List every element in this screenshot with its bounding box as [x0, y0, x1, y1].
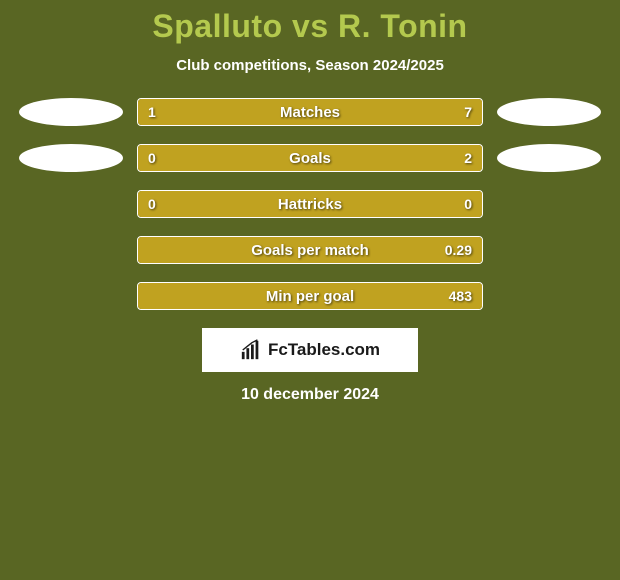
stats-area: 1Matches70Goals20Hattricks0Goals per mat… — [0, 98, 620, 310]
stat-bar: Goals per match0.29 — [137, 236, 483, 264]
stat-bar: 1Matches7 — [137, 98, 483, 126]
subtitle: Club competitions, Season 2024/2025 — [0, 57, 620, 74]
stat-bar: 0Goals2 — [137, 144, 483, 172]
spacer — [19, 190, 123, 218]
stat-row: Goals per match0.29 — [0, 236, 620, 264]
chart-container: Spalluto vs R. Tonin Club competitions, … — [0, 0, 620, 404]
stat-value-right: 0.29 — [445, 237, 472, 263]
stat-row: 1Matches7 — [0, 98, 620, 126]
stat-bar: 0Hattricks0 — [137, 190, 483, 218]
spacer — [497, 190, 601, 218]
stat-bar: Min per goal483 — [137, 282, 483, 310]
player-marker-right — [497, 144, 601, 172]
spacer — [19, 236, 123, 264]
spacer — [19, 282, 123, 310]
stat-label: Matches — [138, 99, 482, 125]
stat-row: Min per goal483 — [0, 282, 620, 310]
player-marker-left — [19, 98, 123, 126]
player-marker-left — [19, 144, 123, 172]
date-text: 10 december 2024 — [0, 386, 620, 404]
stat-row: 0Hattricks0 — [0, 190, 620, 218]
spacer — [497, 282, 601, 310]
stat-label: Min per goal — [138, 283, 482, 309]
stat-value-right: 7 — [464, 99, 472, 125]
page-title: Spalluto vs R. Tonin — [0, 8, 620, 45]
stat-value-right: 0 — [464, 191, 472, 217]
spacer — [497, 236, 601, 264]
player-marker-right — [497, 98, 601, 126]
logo-text: FcTables.com — [268, 340, 380, 360]
stat-value-right: 483 — [449, 283, 472, 309]
stat-label: Goals — [138, 145, 482, 171]
stat-label: Goals per match — [138, 237, 482, 263]
stat-row: 0Goals2 — [0, 144, 620, 172]
logo-box: FcTables.com — [202, 328, 418, 372]
stat-value-right: 2 — [464, 145, 472, 171]
chart-icon — [240, 339, 262, 361]
stat-label: Hattricks — [138, 191, 482, 217]
